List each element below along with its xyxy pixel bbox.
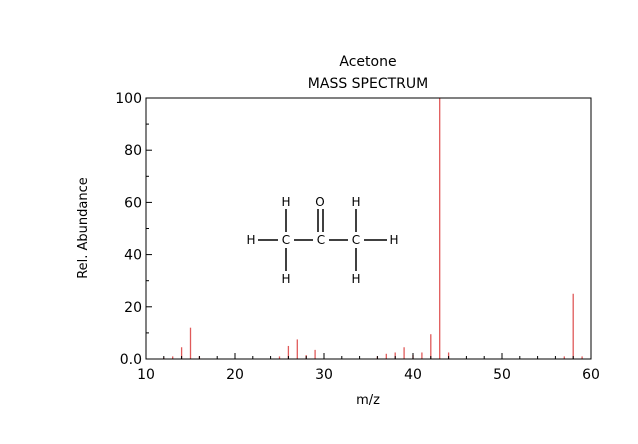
y-tick-label: 40 xyxy=(124,248,142,264)
atom-h-top-right: H xyxy=(351,195,360,209)
acetone-structure-diagram: H O H H C C C H H H xyxy=(246,195,398,286)
x-axis: 10 20 30 40 50 60 xyxy=(137,353,600,383)
chart-subtitle: MASS SPECTRUM xyxy=(308,76,428,92)
x-tick-label: 30 xyxy=(315,367,333,383)
x-tick-label: 20 xyxy=(226,367,244,383)
x-tick-label: 50 xyxy=(493,367,511,383)
y-tick-label: 60 xyxy=(124,195,142,211)
x-tick-label: 40 xyxy=(404,367,422,383)
atom-carbon-1: C xyxy=(282,233,290,247)
atom-h-left: H xyxy=(246,233,255,247)
y-axis-label: Rel. Abundance xyxy=(76,177,91,279)
y-tick-label: 80 xyxy=(124,143,142,159)
atom-carbon-2: C xyxy=(317,233,325,247)
y-tick-label: 20 xyxy=(124,300,142,316)
x-tick-label: 60 xyxy=(582,367,600,383)
atom-oxygen: O xyxy=(315,195,324,209)
chart-title: Acetone xyxy=(339,54,396,70)
atom-h-bottom-right: H xyxy=(351,272,360,286)
bond-lines xyxy=(258,209,387,271)
atom-h-bottom-left: H xyxy=(281,272,290,286)
atom-h-top-left: H xyxy=(281,195,290,209)
y-axis: 0.0 20 40 60 80 100 xyxy=(115,91,152,368)
atom-carbon-3: C xyxy=(352,233,360,247)
x-axis-label: m/z xyxy=(356,393,380,408)
atom-h-right: H xyxy=(389,233,398,247)
x-tick-label: 10 xyxy=(137,367,155,383)
plot-frame xyxy=(145,97,592,360)
bar-series xyxy=(163,98,583,359)
y-tick-label: 0.0 xyxy=(120,352,142,368)
y-tick-label: 100 xyxy=(115,91,142,107)
